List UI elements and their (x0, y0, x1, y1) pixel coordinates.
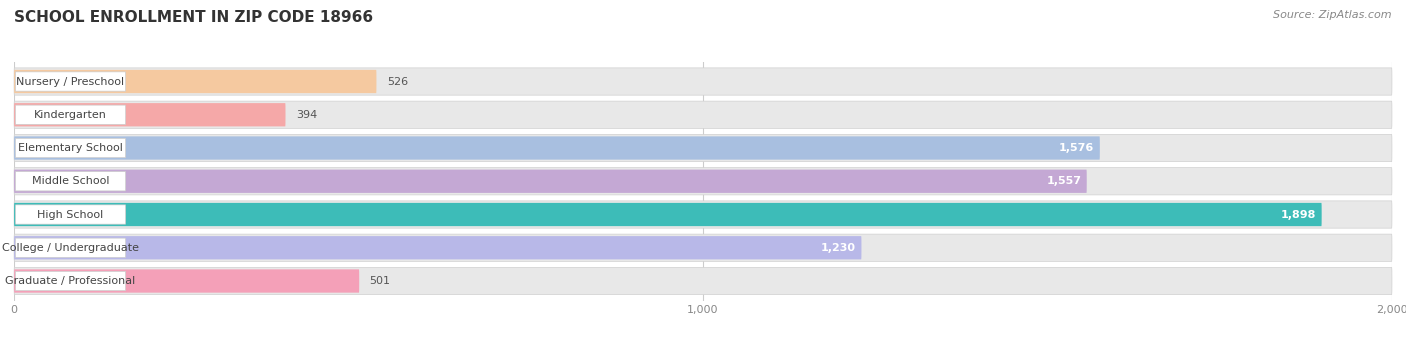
FancyBboxPatch shape (14, 267, 1392, 295)
FancyBboxPatch shape (15, 271, 125, 291)
Text: 501: 501 (370, 276, 391, 286)
FancyBboxPatch shape (14, 201, 1392, 228)
Text: 1,576: 1,576 (1059, 143, 1094, 153)
FancyBboxPatch shape (14, 170, 1087, 193)
FancyBboxPatch shape (14, 134, 1392, 162)
FancyBboxPatch shape (14, 236, 862, 259)
Text: Kindergarten: Kindergarten (34, 110, 107, 120)
FancyBboxPatch shape (15, 72, 125, 91)
FancyBboxPatch shape (15, 172, 125, 191)
FancyBboxPatch shape (15, 238, 125, 258)
Text: Nursery / Preschool: Nursery / Preschool (17, 77, 125, 87)
FancyBboxPatch shape (14, 68, 1392, 95)
Text: College / Undergraduate: College / Undergraduate (1, 243, 139, 253)
FancyBboxPatch shape (15, 105, 125, 124)
FancyBboxPatch shape (14, 168, 1392, 195)
Text: 1,230: 1,230 (821, 243, 856, 253)
Text: Graduate / Professional: Graduate / Professional (6, 276, 135, 286)
FancyBboxPatch shape (14, 234, 1392, 261)
FancyBboxPatch shape (14, 269, 359, 293)
Text: 394: 394 (295, 110, 318, 120)
FancyBboxPatch shape (15, 205, 125, 224)
Text: 1,898: 1,898 (1281, 210, 1316, 220)
Text: 526: 526 (387, 77, 408, 87)
FancyBboxPatch shape (15, 139, 125, 158)
FancyBboxPatch shape (14, 203, 1322, 226)
Text: SCHOOL ENROLLMENT IN ZIP CODE 18966: SCHOOL ENROLLMENT IN ZIP CODE 18966 (14, 10, 373, 25)
FancyBboxPatch shape (14, 136, 1099, 160)
Text: 1,557: 1,557 (1046, 176, 1081, 186)
FancyBboxPatch shape (14, 70, 377, 93)
Text: Source: ZipAtlas.com: Source: ZipAtlas.com (1274, 10, 1392, 20)
FancyBboxPatch shape (14, 101, 1392, 128)
Text: Middle School: Middle School (32, 176, 110, 186)
FancyBboxPatch shape (14, 103, 285, 127)
Text: High School: High School (38, 210, 104, 220)
Text: Elementary School: Elementary School (18, 143, 122, 153)
